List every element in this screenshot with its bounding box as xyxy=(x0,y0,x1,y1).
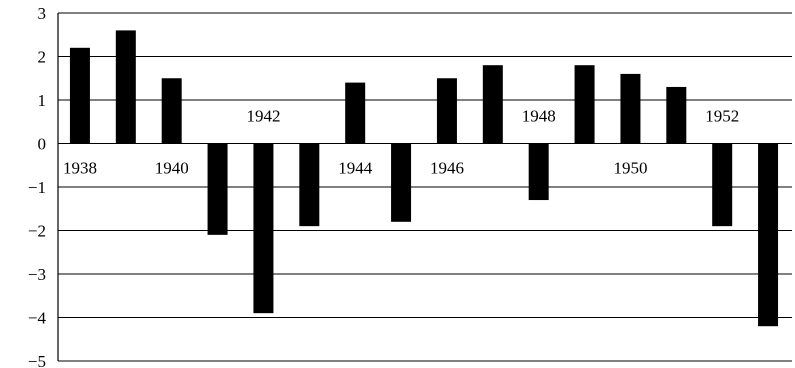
bar-1944 xyxy=(345,82,366,144)
bar-1951 xyxy=(666,86,687,144)
y-tick-label: −5 xyxy=(28,352,46,368)
x-category-label-1950: 1950 xyxy=(613,159,647,178)
y-tick-label: −3 xyxy=(28,265,46,284)
x-category-label-1948: 1948 xyxy=(522,107,556,126)
bar-1943 xyxy=(299,143,320,227)
y-tick-label: 2 xyxy=(38,48,47,67)
bar-1953 xyxy=(758,143,779,327)
y-tick-label: −2 xyxy=(28,222,46,241)
x-category-label-1946: 1946 xyxy=(430,159,464,178)
y-tick-label: 1 xyxy=(38,91,47,110)
y-axis-tick-labels: 3 2 1 0 −1 −2 −3 −4 −5 xyxy=(28,4,47,368)
y-tick-label: −1 xyxy=(28,178,46,197)
x-category-label-1942: 1942 xyxy=(246,107,280,126)
bar-1948 xyxy=(528,143,549,201)
bars xyxy=(69,30,779,327)
bar-1946 xyxy=(436,78,457,144)
y-tick-label: 3 xyxy=(38,4,47,23)
bar-1940 xyxy=(161,78,182,144)
y-tick-label: 0 xyxy=(38,135,47,154)
x-category-label-1938: 1938 xyxy=(63,159,97,178)
x-category-label-1944: 1944 xyxy=(338,159,373,178)
bar-1952 xyxy=(712,143,733,227)
bar-1945 xyxy=(391,143,412,222)
gridlines xyxy=(58,12,792,362)
bar-1947 xyxy=(482,65,503,144)
bar-1939 xyxy=(115,30,136,144)
bar-1942 xyxy=(253,143,274,314)
x-category-label-1940: 1940 xyxy=(155,159,189,178)
bar-1938 xyxy=(69,47,90,144)
bar-1941 xyxy=(207,143,228,235)
bar-1950 xyxy=(620,73,641,144)
bar-1949 xyxy=(574,65,595,144)
y-tick-label: −4 xyxy=(28,309,47,328)
x-axis-category-labels: 1938 1940 1942 1944 1946 1948 1950 1952 xyxy=(63,107,739,178)
x-category-label-1952: 1952 xyxy=(705,107,739,126)
